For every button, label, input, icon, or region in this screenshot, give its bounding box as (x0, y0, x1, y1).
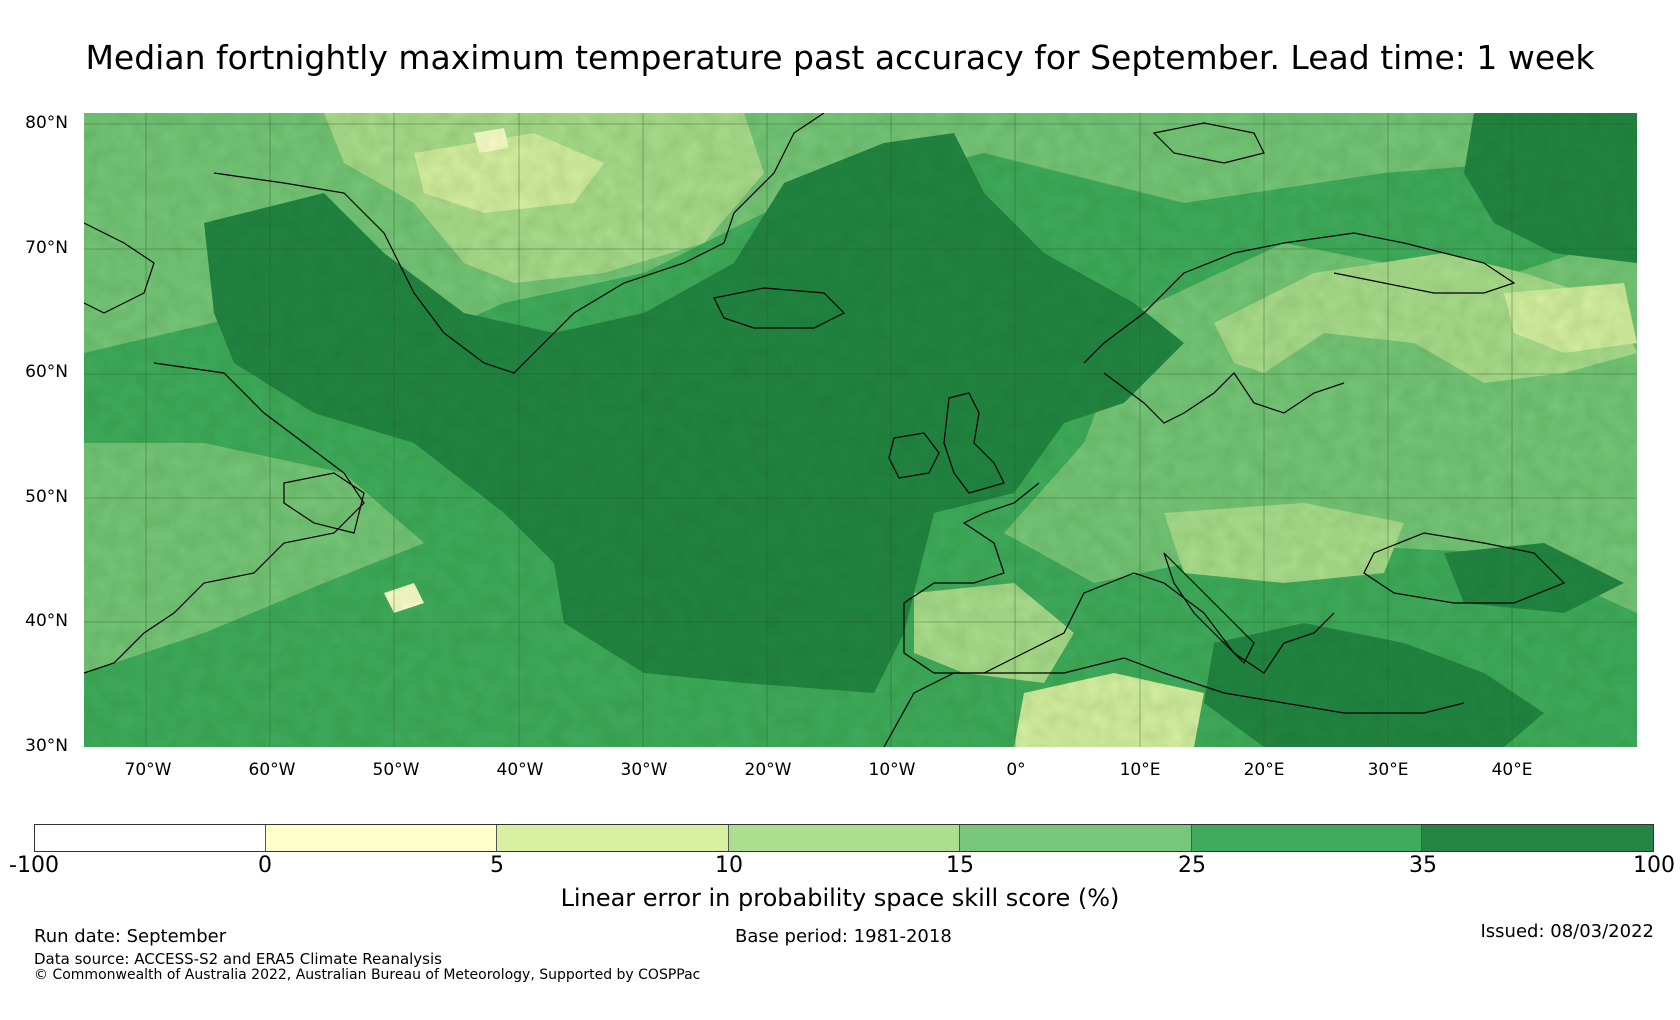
ireland-coastline (888, 432, 940, 479)
lat-label-60n: 60°N (25, 362, 68, 382)
lat-label-40n: 40°N (25, 611, 68, 631)
run-date: Run date: September (34, 926, 227, 947)
great-britain-coastline (943, 392, 1005, 494)
lon-label-50w: 50°W (372, 760, 420, 780)
colorbar-bin-15-25 (959, 825, 1192, 851)
skill-field-texture (84, 113, 1637, 747)
lat-label-30n: 30°N (25, 736, 68, 756)
colorbar-tick-15: 15 (946, 853, 974, 878)
lon-label-0: 0° (1006, 760, 1026, 780)
colorbar-bin-35-100 (1422, 825, 1654, 851)
colorbar (34, 824, 1654, 852)
base-period: Base period: 1981-2018 (735, 926, 952, 947)
scandinavia-south-coastline (1103, 372, 1345, 424)
chart-title: Median fortnightly maximum temperature p… (85, 38, 1595, 77)
colorbar-bin-25-35 (1191, 825, 1423, 851)
lon-label-70w: 70°W (124, 760, 172, 780)
lon-label-20w: 20°W (744, 760, 792, 780)
colorbar-tick-5: 5 (490, 853, 504, 878)
colorbar-tick-25: 25 (1178, 853, 1206, 878)
lon-label-10w: 10°W (868, 760, 916, 780)
lon-label-20e: 20°E (1243, 760, 1285, 780)
skill-score-map (84, 113, 1637, 747)
greenland-coastline (213, 113, 825, 374)
colorbar-tick-35: 35 (1409, 853, 1437, 878)
graticule (84, 113, 1637, 747)
lat-label-80n: 80°N (25, 113, 68, 133)
lon-label-30e: 30°E (1367, 760, 1409, 780)
colorbar-tick-100: 100 (1633, 853, 1675, 878)
baffin-coastline (84, 222, 155, 314)
norway-coastline (1083, 232, 1516, 364)
colorbar-tick-neg100: -100 (9, 853, 59, 878)
lon-label-60w: 60°W (248, 760, 296, 780)
colorbar-tick-0: 0 (258, 853, 272, 878)
lon-label-40w: 40°W (496, 760, 544, 780)
colorbar-bin-5-10 (497, 825, 730, 851)
black-sea-coastline (1363, 532, 1566, 604)
colorbar-label: Linear error in probability space skill … (560, 884, 1120, 912)
copyright-notice: © Commonwealth of Australia 2022, Austra… (34, 967, 701, 983)
colorbar-tick-10: 10 (715, 853, 743, 878)
colorbar-bin-10-15 (729, 825, 960, 851)
colorbar-bin-neg100-0 (35, 825, 266, 851)
iceland-coastline (713, 287, 846, 329)
data-source: Data source: ACCESS-S2 and ERA5 Climate … (34, 950, 442, 968)
lat-label-50n: 50°N (25, 487, 68, 507)
svalbard-coastline (1152, 122, 1265, 164)
coastlines (84, 113, 1566, 747)
north-africa-coastline (883, 657, 1465, 747)
lat-label-70n: 70°N (25, 238, 68, 258)
newfoundland-coastline (283, 472, 365, 534)
lon-label-10e: 10°E (1119, 760, 1161, 780)
italy-coastline (1163, 552, 1255, 665)
lon-label-40e: 40°E (1491, 760, 1533, 780)
lon-label-30w: 30°W (620, 760, 668, 780)
issued-date: Issued: 08/03/2022 (1480, 921, 1654, 942)
colorbar-bin-0-5 (265, 825, 498, 851)
labrador-coastline (84, 362, 365, 674)
